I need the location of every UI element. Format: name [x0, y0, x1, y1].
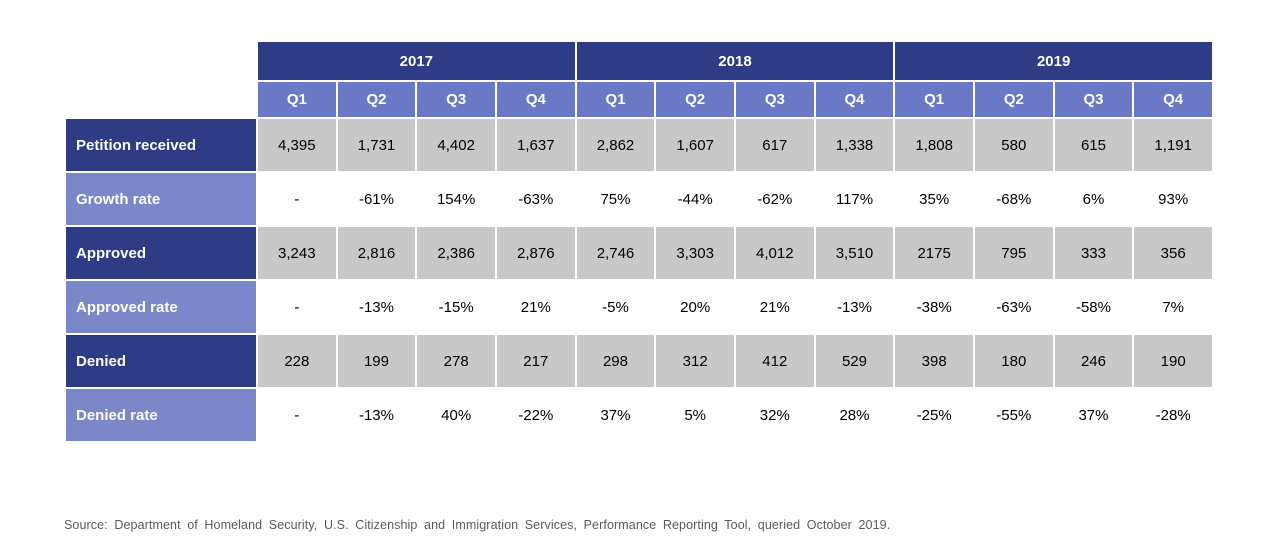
- table-cell: 2,746: [576, 227, 655, 279]
- quarter-header: Q4: [815, 82, 894, 117]
- source-note: Source: Department of Homeland Security,…: [64, 518, 891, 532]
- table-cell: -25%: [895, 389, 973, 441]
- table-cell: 1,808: [895, 119, 973, 171]
- table-cell: 117%: [815, 173, 894, 225]
- table-cell: -22%: [496, 389, 575, 441]
- quarter-header: Q1: [576, 82, 655, 117]
- table-cell: 4,012: [735, 227, 814, 279]
- quarter-header: Q3: [1054, 82, 1133, 117]
- table-cell: 32%: [735, 389, 814, 441]
- quarter-header: Q1: [258, 82, 336, 117]
- table-cell: 180: [974, 335, 1053, 387]
- quarter-header: Q2: [974, 82, 1053, 117]
- year-header-2018: 2018: [576, 42, 894, 80]
- row-label-denied: Denied: [66, 335, 256, 387]
- table-cell: 795: [974, 227, 1053, 279]
- table-cell: 1,637: [496, 119, 575, 171]
- table-cell: 40%: [417, 389, 495, 441]
- table-cell: 37%: [1054, 389, 1133, 441]
- table-cell: 2,876: [496, 227, 575, 279]
- table-cell: 398: [895, 335, 973, 387]
- table-cell: 7%: [1134, 281, 1212, 333]
- quarter-header: Q3: [735, 82, 814, 117]
- table-cell: 217: [496, 335, 575, 387]
- row-label-denied-rate: Denied rate: [66, 389, 256, 441]
- table-cell: -58%: [1054, 281, 1133, 333]
- table-cell: 20%: [656, 281, 734, 333]
- table-cell: 3,510: [815, 227, 894, 279]
- quarter-header: Q2: [656, 82, 734, 117]
- table-cell: 4,402: [417, 119, 495, 171]
- quarter-header: Q4: [496, 82, 575, 117]
- quarter-header: Q4: [1134, 82, 1212, 117]
- table-cell: 529: [815, 335, 894, 387]
- table-cell: 93%: [1134, 173, 1212, 225]
- table-cell: 37%: [576, 389, 655, 441]
- row-label-petition-received: Petition received: [66, 119, 256, 171]
- table-cell: 2,862: [576, 119, 655, 171]
- quarter-header: Q1: [895, 82, 973, 117]
- table-cell: 1,191: [1134, 119, 1212, 171]
- table-cell: 2175: [895, 227, 973, 279]
- table-cell: -61%: [337, 173, 416, 225]
- table-cell: -5%: [576, 281, 655, 333]
- table-cell: 2,386: [417, 227, 495, 279]
- table-cell: 2,816: [337, 227, 416, 279]
- quarter-header: Q3: [417, 82, 495, 117]
- table-cell: 6%: [1054, 173, 1133, 225]
- table-cell: 199: [337, 335, 416, 387]
- quarter-header: Q2: [337, 82, 416, 117]
- table-cell: 190: [1134, 335, 1212, 387]
- table-cell: 412: [735, 335, 814, 387]
- table-cell: 333: [1054, 227, 1133, 279]
- table-cell: -13%: [815, 281, 894, 333]
- table-cell: 1,338: [815, 119, 894, 171]
- table-cell: -44%: [656, 173, 734, 225]
- table-cell: 28%: [815, 389, 894, 441]
- year-header-2017: 2017: [258, 42, 575, 80]
- table-cell: -: [258, 389, 336, 441]
- table-cell: -13%: [337, 281, 416, 333]
- table-cell: 278: [417, 335, 495, 387]
- table-cell: 3,303: [656, 227, 734, 279]
- table-cell: -15%: [417, 281, 495, 333]
- table-corner-spacer: [66, 82, 256, 117]
- table-cell: 21%: [735, 281, 814, 333]
- table-cell: -38%: [895, 281, 973, 333]
- petitions-table: 2017 2018 2019 Q1 Q2 Q3 Q4 Q1 Q2 Q3 Q4 Q1 Q2 Q3 Q4 Peti…: [66, 42, 1212, 441]
- table-cell: 246: [1054, 335, 1133, 387]
- table-cell: 312: [656, 335, 734, 387]
- table-cell: -13%: [337, 389, 416, 441]
- table-cell: -62%: [735, 173, 814, 225]
- table-cell: 3,243: [258, 227, 336, 279]
- table-corner-spacer: [66, 42, 256, 80]
- table-cell: 1,607: [656, 119, 734, 171]
- table-cell: 228: [258, 335, 336, 387]
- year-header-2019: 2019: [895, 42, 1212, 80]
- table-cell: 21%: [496, 281, 575, 333]
- table-cell: 580: [974, 119, 1053, 171]
- row-label-approved-rate: Approved rate: [66, 281, 256, 333]
- table-cell: -28%: [1134, 389, 1212, 441]
- table-cell: 1,731: [337, 119, 416, 171]
- row-label-growth-rate: Growth rate: [66, 173, 256, 225]
- table-cell: 298: [576, 335, 655, 387]
- row-label-approved: Approved: [66, 227, 256, 279]
- table-cell: -: [258, 281, 336, 333]
- table-cell: 75%: [576, 173, 655, 225]
- table-cell: 617: [735, 119, 814, 171]
- table-cell: 5%: [656, 389, 734, 441]
- table-cell: 35%: [895, 173, 973, 225]
- table-cell: 356: [1134, 227, 1212, 279]
- table-cell: -68%: [974, 173, 1053, 225]
- table-cell: -63%: [496, 173, 575, 225]
- table-cell: -63%: [974, 281, 1053, 333]
- table-cell: -55%: [974, 389, 1053, 441]
- table-cell: 154%: [417, 173, 495, 225]
- table-cell: -: [258, 173, 336, 225]
- table-cell: 615: [1054, 119, 1133, 171]
- table-cell: 4,395: [258, 119, 336, 171]
